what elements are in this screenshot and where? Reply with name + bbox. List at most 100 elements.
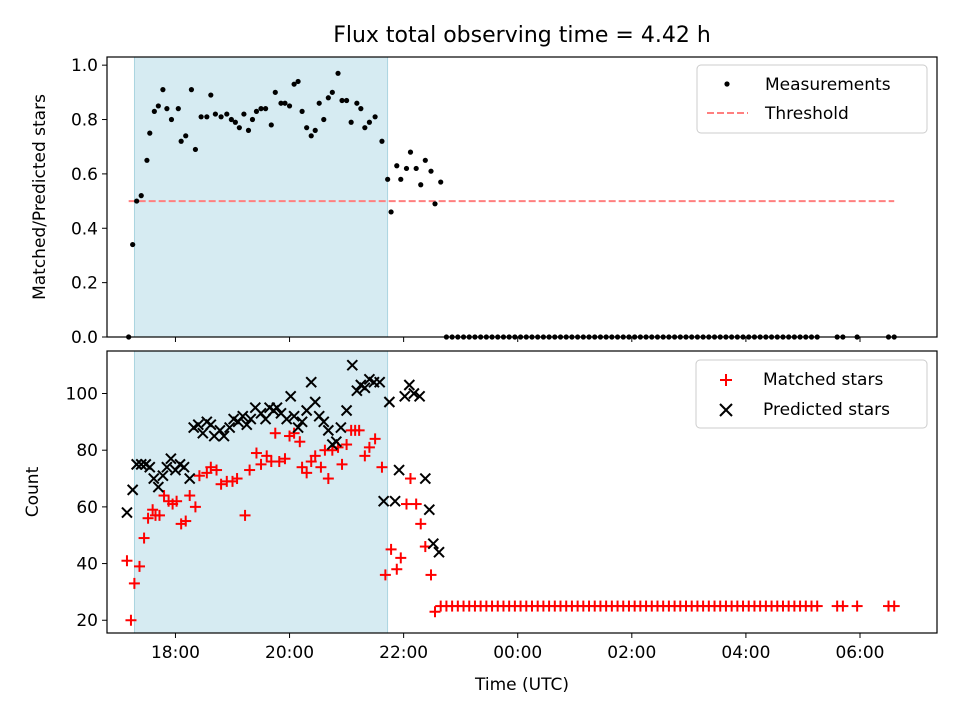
x-tick-label: 20:00 [265, 643, 314, 663]
predicted-star-point [413, 390, 426, 403]
predicted-star-point [223, 421, 236, 434]
predicted-star-point [241, 418, 253, 431]
predicted-star-point [135, 458, 147, 471]
predicted-star-point [271, 401, 283, 414]
matched-star-point [184, 490, 196, 502]
predicted-star-point [144, 461, 156, 473]
predicted-star-point [433, 546, 445, 558]
matched-star-point [138, 532, 150, 544]
measurement-point [160, 87, 166, 93]
legend-matched-marker [720, 374, 732, 386]
matched-star-point [134, 560, 146, 572]
measurement-point [329, 89, 335, 95]
measurement-point [407, 149, 414, 155]
measurement-point [422, 157, 428, 163]
bottom-shaded-span [133, 350, 389, 634]
matched-star-point [125, 614, 137, 626]
measurement-point [183, 133, 189, 139]
predicted-star-point [346, 359, 358, 371]
measurement-point [325, 95, 331, 101]
measurement-point [388, 209, 394, 215]
matched-star-point [301, 467, 313, 479]
measurement-point [224, 111, 230, 117]
measurement-point [151, 108, 157, 114]
matched-star-point [410, 498, 422, 510]
measurement-point [335, 70, 341, 76]
measurement-point [258, 106, 264, 112]
x-tick-label: 02:00 [607, 643, 656, 663]
predicted-star-point [389, 495, 401, 507]
matched-star-point [429, 606, 441, 618]
y-tick-label: 0.0 [71, 328, 98, 348]
x-tick-label: 00:00 [493, 643, 542, 663]
predicted-star-point [148, 472, 160, 485]
predicted-star-point [322, 424, 335, 437]
measurement-point [236, 125, 242, 131]
matched-star-point [309, 450, 321, 462]
predicted-star-point [178, 461, 190, 473]
measurement-point [218, 114, 224, 120]
measurement-point [304, 125, 310, 131]
bottom-x-ticks: 18:00 20:00 22:00 00:00 02:00 04:00 06:00 [151, 633, 884, 663]
predicted-star-point [161, 461, 173, 473]
measurement-point [312, 127, 318, 133]
measurement-point [245, 127, 252, 133]
measurement-point [188, 87, 195, 93]
x-tick-label: 22:00 [379, 643, 428, 663]
y-tick-label: 0.6 [71, 165, 98, 185]
measurement-point [372, 114, 378, 120]
measurement-point [321, 116, 327, 123]
bottom-subplot: 20 40 60 80 100 18:00 20:00 22:00 00:00 02:00 04:… [23, 350, 938, 695]
matched-star-point [273, 456, 285, 468]
measurement-point [348, 119, 354, 125]
top-shaded-span [133, 56, 389, 338]
measurement-point [394, 163, 400, 169]
matched-star-point [189, 501, 201, 513]
measurement-point [204, 114, 210, 120]
top-y-ticks: 0.0 0.2 0.4 0.6 0.8 1.0 [71, 56, 107, 348]
predicted-star-point [403, 379, 416, 391]
matched-star-point [415, 518, 427, 530]
matched-star-point [888, 600, 900, 612]
bottom-x-axis-label: Time (UTC) [474, 675, 569, 695]
predicted-star-point [351, 384, 363, 397]
measurement-point [286, 103, 293, 109]
bottom-y-axis-label: Count [23, 466, 43, 517]
measurement-point [208, 92, 214, 98]
top-x-ticks [174, 337, 861, 342]
measurement-point [134, 198, 140, 204]
measurement-point [130, 241, 136, 248]
chart-title: Flux total observing time = 4.42 h [333, 23, 711, 48]
predicted-star-point [423, 504, 436, 516]
measurement-point [339, 97, 345, 104]
bottom-legend-box [695, 359, 928, 429]
y-tick-label: 100 [66, 385, 98, 405]
measurement-point [272, 89, 278, 95]
matched-star-point [376, 461, 388, 473]
matched-star-point [147, 504, 159, 516]
top-y-axis-label: Matched/Predicted stars [30, 94, 50, 300]
predicted-star-point [214, 424, 226, 437]
predicted-star-point [330, 435, 343, 448]
predicted-star-point [121, 506, 133, 519]
legend-predicted-marker [719, 403, 733, 417]
y-tick-label: 0.8 [71, 111, 98, 131]
measurement-point [403, 165, 410, 172]
matched-star-point [279, 453, 291, 465]
measurement-point [291, 81, 297, 87]
top-subplot: 0.0 0.2 0.4 0.6 0.8 1.0 Flux total observing … [30, 23, 938, 348]
matched-star-point [121, 555, 133, 567]
legend-matched-label: Matched stars [763, 370, 883, 390]
matched-star-point [419, 541, 431, 553]
matched-star-point [385, 543, 397, 555]
matched-star-point [244, 464, 256, 476]
matched-star-point [315, 461, 327, 473]
predicted-star-point [245, 413, 257, 425]
bottom-legend: Matched stars Predicted stars [695, 359, 928, 429]
y-tick-label: 60 [76, 498, 98, 518]
matched-star-point [153, 509, 165, 521]
measurement-point [164, 106, 170, 112]
measurement-point [398, 176, 404, 182]
y-tick-label: 0.2 [71, 274, 98, 294]
